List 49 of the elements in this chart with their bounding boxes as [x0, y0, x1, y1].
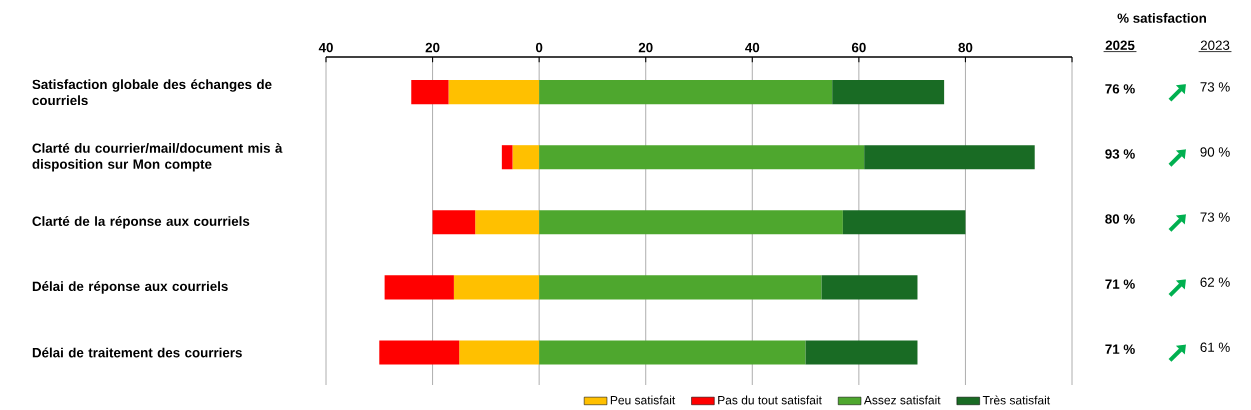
text: 76 %	[1105, 84, 1135, 94]
bar	[539, 275, 822, 300]
bar	[384, 275, 454, 300]
text: 80 %	[1105, 214, 1135, 224]
bar	[379, 340, 460, 365]
bar	[459, 340, 540, 365]
bar	[448, 80, 540, 105]
bar	[539, 340, 806, 365]
bar	[832, 80, 945, 105]
bar	[501, 145, 513, 170]
x-tick-label: 80	[958, 42, 973, 53]
x-tick-label: 40	[745, 42, 760, 53]
y-tick-label: Clarté de la réponse aux courriels	[32, 216, 250, 229]
text: 62 %	[1200, 277, 1230, 287]
legend-label: Assez satisfait	[863, 395, 941, 405]
x-tick-label: 40	[318, 42, 333, 53]
bar	[512, 145, 540, 170]
y-tick-label: Satisfaction globale des échanges de courriels	[32, 79, 272, 106]
text: 73 %	[1200, 82, 1230, 92]
legend-label: Pas du tout satisfait	[718, 395, 822, 405]
x-tick-label: 0	[535, 42, 543, 53]
bar	[805, 340, 918, 365]
text: 73 %	[1200, 212, 1230, 222]
text: % satisfaction	[1117, 13, 1206, 23]
text: 61 %	[1200, 342, 1230, 352]
legend-label: Très satisfait	[982, 395, 1051, 405]
y-tick-label: Clarté du courrier/mail/document mis à disposition sur Mon compte	[32, 142, 283, 172]
legend-label: Peu satisfait	[610, 395, 676, 405]
x-tick-label: 20	[425, 42, 440, 53]
bar	[453, 275, 540, 300]
text: 93 %	[1105, 149, 1135, 159]
bar	[411, 80, 449, 105]
text: 71 %	[1105, 279, 1135, 289]
x-tick-label: 60	[851, 42, 866, 53]
text: 90 %	[1200, 147, 1230, 157]
bar	[864, 145, 1035, 170]
text: 2023	[1200, 40, 1230, 50]
y-tick-label: Délai de traitement des courriers	[32, 347, 242, 358]
bar	[539, 80, 833, 105]
bar	[821, 275, 918, 300]
x-tick-label: 20	[638, 42, 653, 53]
text: 2025	[1105, 40, 1135, 50]
bar	[539, 145, 865, 170]
bar	[539, 210, 843, 235]
bar	[842, 210, 966, 235]
text: 71 %	[1105, 344, 1135, 354]
y-tick-label: Délai de réponse aux courriels	[32, 281, 228, 294]
bar	[432, 210, 476, 235]
bar	[475, 210, 540, 235]
